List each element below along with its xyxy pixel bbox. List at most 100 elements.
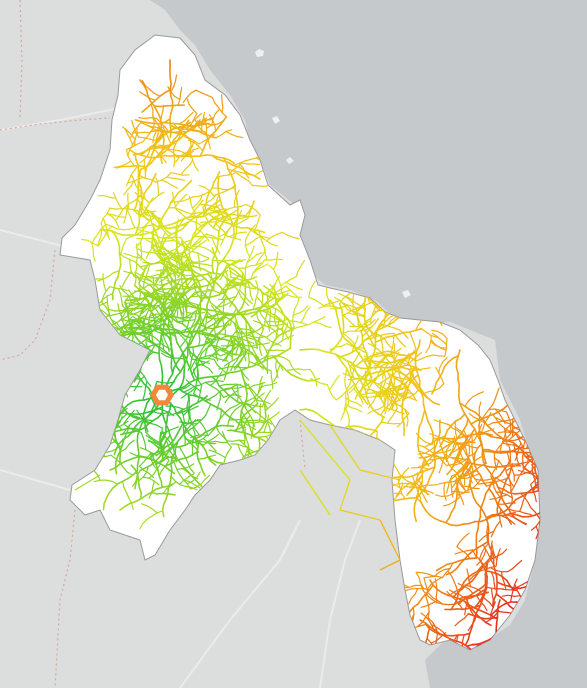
stream-segment xyxy=(213,252,218,260)
stream-segment xyxy=(250,344,258,347)
stream-segment xyxy=(215,281,222,288)
stream-segment xyxy=(128,295,136,299)
stream-segment xyxy=(245,392,248,401)
stream-segment xyxy=(211,194,217,201)
stream-segment xyxy=(162,302,169,308)
stream-segment xyxy=(91,237,96,245)
stream-segment xyxy=(172,191,174,199)
stream-segment xyxy=(268,264,275,271)
stream-segment xyxy=(185,239,192,243)
stream-segment xyxy=(290,276,297,280)
stream-segment xyxy=(258,254,264,261)
stream-segment xyxy=(259,435,267,438)
stream-segment xyxy=(220,368,227,374)
stream-segment xyxy=(127,294,132,301)
stream-segment xyxy=(169,83,172,91)
stream-segment xyxy=(216,156,225,159)
stream-segment xyxy=(197,343,206,347)
stream-segment xyxy=(175,209,182,214)
stream-segment xyxy=(392,498,401,502)
stream-segment xyxy=(170,463,173,471)
stream-segment xyxy=(258,356,266,361)
stream-segment xyxy=(172,177,180,180)
stream-segment xyxy=(159,248,163,256)
stream-segment xyxy=(489,435,498,439)
stream-segment xyxy=(139,371,145,377)
stream-segment xyxy=(246,348,253,354)
stream-segment xyxy=(232,342,240,346)
stream-segment xyxy=(200,263,208,266)
stream-segment xyxy=(233,322,239,328)
stream-segment xyxy=(264,384,272,387)
stream-segment xyxy=(478,425,481,433)
stream-segment xyxy=(224,318,231,325)
stream-segment xyxy=(204,247,211,252)
stream-segment xyxy=(196,260,204,263)
stream-segment xyxy=(164,340,169,347)
stream-segment xyxy=(127,165,136,168)
stream-segment xyxy=(161,376,164,384)
stream-segment xyxy=(157,293,162,300)
stream-segment xyxy=(241,330,247,337)
stream-segment xyxy=(157,346,163,352)
stream-segment xyxy=(342,326,345,335)
stream-segment xyxy=(402,392,405,401)
stream-segment xyxy=(156,254,163,261)
stream-segment xyxy=(262,344,267,351)
stream-segment xyxy=(207,334,215,338)
stream-segment xyxy=(162,334,166,342)
stream-segment xyxy=(118,252,122,260)
stream-segment xyxy=(237,364,242,372)
stream-segment xyxy=(445,337,448,346)
stream-segment xyxy=(233,206,242,208)
stream-segment xyxy=(189,293,196,298)
stream-segment xyxy=(121,243,125,251)
stream-segment xyxy=(404,497,412,500)
stream-segment xyxy=(216,380,224,382)
stream-segment xyxy=(482,450,486,459)
stream-segment xyxy=(203,397,211,401)
stream-network xyxy=(60,59,540,650)
stream-segment xyxy=(251,184,259,187)
stream-segment xyxy=(175,371,182,378)
stream-segment xyxy=(258,332,263,340)
stream-segment xyxy=(179,365,185,373)
stream-segment xyxy=(274,313,280,319)
stream-segment xyxy=(224,250,230,257)
stream-segment xyxy=(196,215,205,219)
stream-segment xyxy=(169,89,172,97)
stream-segment xyxy=(186,311,194,315)
stream-segment xyxy=(376,430,378,438)
stream-segment xyxy=(234,364,239,371)
stream-segment xyxy=(222,274,228,280)
stream-segment xyxy=(175,154,183,157)
stream-segment xyxy=(455,442,463,444)
stream-segment xyxy=(146,340,154,345)
stream-segment xyxy=(224,211,231,218)
stream-segment xyxy=(216,364,223,370)
stream-segment xyxy=(237,220,244,225)
stream-segment xyxy=(126,208,135,211)
stream-segment xyxy=(249,294,254,302)
stream-segment xyxy=(269,302,277,307)
stream-segment xyxy=(228,315,236,321)
stream-segment xyxy=(156,259,163,263)
stream-segment xyxy=(194,271,202,276)
stream-segment xyxy=(156,338,162,345)
stream-segment xyxy=(166,413,169,422)
stream-segment xyxy=(218,300,224,307)
stream-segment xyxy=(216,242,219,250)
stream-segment xyxy=(182,346,188,354)
stream-segment xyxy=(169,273,172,281)
stream-segment xyxy=(170,292,178,295)
stream-segment xyxy=(280,281,287,287)
stream-segment xyxy=(234,326,239,333)
stream-segment xyxy=(195,221,203,227)
stream-segment xyxy=(255,280,259,287)
stream-segment xyxy=(247,340,255,344)
stream-segment xyxy=(252,306,260,311)
stream-segment xyxy=(495,436,504,440)
stream-segment xyxy=(161,370,164,378)
stream-segment xyxy=(267,324,275,327)
